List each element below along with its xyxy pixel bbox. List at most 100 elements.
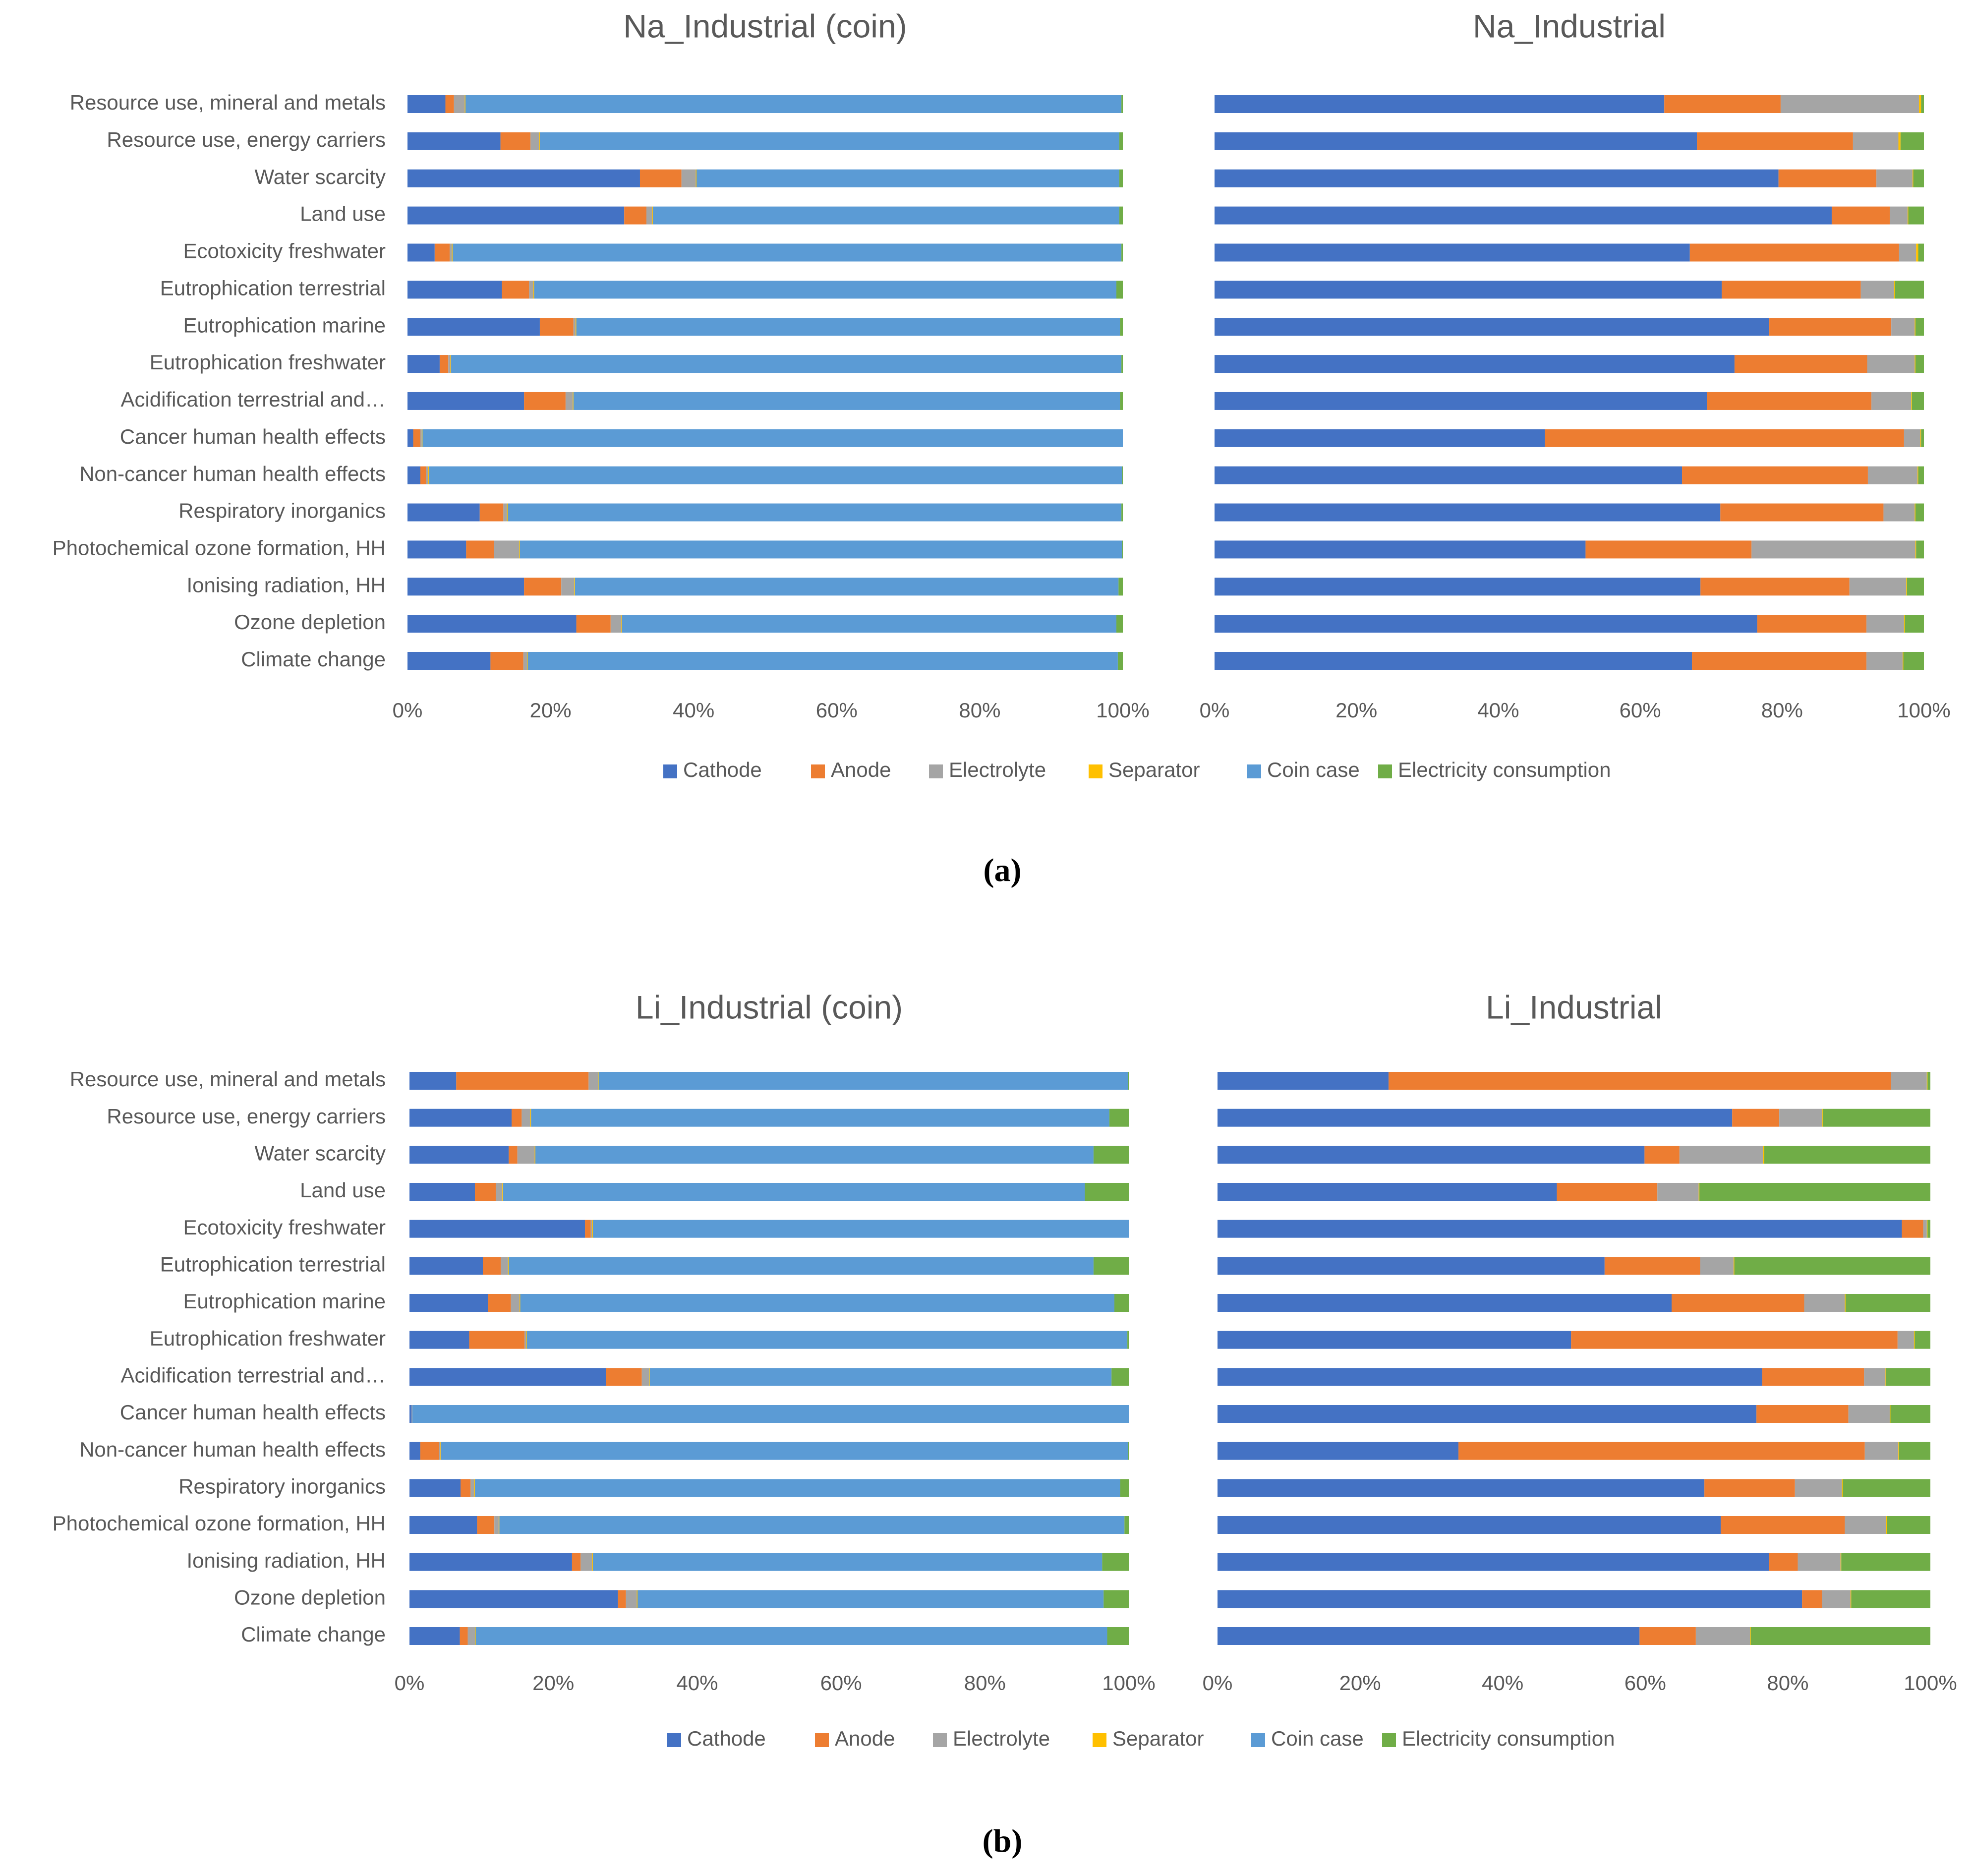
bar-anode-eutrophication-freshwater [469, 1331, 525, 1349]
x-tick-label: 20% [532, 1671, 574, 1695]
bar-cathode-cancer-human-health-effects [1218, 1405, 1757, 1423]
bar-electricity-consumption-resource-use-energy-carriers [1109, 1109, 1129, 1127]
bar-separator-respiratory-inorganics [507, 503, 508, 522]
category-label-acidification-terrestrial-and: Acidification terrestrial and… [120, 388, 386, 411]
category-label-land-use: Land use [300, 1178, 386, 1202]
bar-electrolyte-acidification-terrestrial-and [1871, 392, 1912, 410]
bar-cathode-eutrophication-terrestrial [1215, 281, 1722, 299]
bar-electrolyte-climate-change [1866, 652, 1903, 670]
category-label-photochemical-ozone-formation-hh: Photochemical ozone formation, HH [53, 1512, 386, 1535]
bar-separator-resource-use-energy-carriers [530, 1109, 531, 1127]
bar-electricity-consumption-eutrophication-terrestrial [1734, 1257, 1930, 1275]
bar-anode-photochemical-ozone-formation-hh [1721, 1516, 1845, 1534]
category-label-resource-use-energy-carriers: Resource use, energy carriers [107, 128, 386, 151]
bar-anode-eutrophication-marine [1769, 318, 1892, 336]
bar-anode-ozone-depletion [1802, 1590, 1822, 1608]
bar-electrolyte-respiratory-inorganics [503, 503, 507, 522]
bar-separator-acidification-terrestrial-and [1885, 1368, 1886, 1386]
category-label-eutrophication-terrestrial: Eutrophication terrestrial [160, 1252, 386, 1276]
bar-electrolyte-eutrophication-freshwater [1867, 355, 1915, 373]
bar-anode-land-use [624, 206, 646, 225]
bar-anode-eutrophication-marine [1672, 1294, 1804, 1312]
bar-electricity-consumption-respiratory-inorganics [1120, 1479, 1129, 1497]
legend-swatch-electrolyte [933, 1733, 947, 1747]
bar-coin-case-eutrophication-terrestrial [534, 281, 1117, 299]
legend-swatch-electricity-consumption [1382, 1733, 1396, 1747]
bar-cathode-eutrophication-terrestrial [1218, 1257, 1605, 1275]
bar-separator-respiratory-inorganics [474, 1479, 475, 1497]
x-tick-label: 0% [393, 699, 423, 722]
bar-cathode-eutrophication-freshwater [1218, 1331, 1571, 1349]
bar-electricity-consumption-respiratory-inorganics [1121, 503, 1123, 522]
bar-electricity-consumption-photochemical-ozone-formation-hh [1887, 1516, 1930, 1534]
category-label-resource-use-energy-carriers: Resource use, energy carriers [107, 1105, 386, 1128]
bar-electrolyte-water-scarcity [1679, 1146, 1763, 1164]
bar-electricity-consumption-land-use [1908, 206, 1924, 225]
bar-electrolyte-land-use [1890, 206, 1908, 225]
bar-cathode-cancer-human-health-effects [409, 1405, 412, 1423]
bar-electrolyte-non-cancer-human-health-effects [426, 466, 428, 484]
bar-anode-resource-use-energy-carriers [1697, 132, 1853, 150]
bar-coin-case-ecotoxicity-freshwater [593, 1220, 1129, 1238]
chart-title-3: Li_Industrial (coin) [636, 989, 903, 1025]
bar-coin-case-ozone-depletion [637, 1590, 1104, 1608]
bar-electricity-consumption-water-scarcity [1913, 169, 1924, 187]
bar-cathode-ecotoxicity-freshwater [1215, 243, 1690, 262]
bar-coin-case-land-use [652, 206, 1119, 225]
bar-electricity-consumption-non-cancer-human-health-effects [1899, 1442, 1930, 1460]
bar-cathode-non-cancer-human-health-effects [1215, 466, 1683, 484]
bar-anode-acidification-terrestrial-and [524, 392, 566, 410]
bar-electrolyte-climate-change [523, 652, 527, 670]
bar-separator-eutrophication-terrestrial [508, 1257, 509, 1275]
bar-anode-land-use [1831, 206, 1890, 225]
category-label-non-cancer-human-health-effects: Non-cancer human health effects [79, 1438, 386, 1461]
x-tick-label: 100% [1102, 1671, 1155, 1695]
bar-cathode-ozone-depletion [409, 1590, 618, 1608]
bar-electrolyte-ozone-depletion [1822, 1590, 1851, 1608]
bar-anode-water-scarcity [509, 1146, 518, 1164]
legend-label-separator: Separator [1112, 1727, 1204, 1750]
legend-label-anode: Anode [835, 1727, 895, 1750]
bar-cathode-climate-change [409, 1627, 460, 1645]
bar-separator-ecotoxicity-freshwater [592, 1220, 593, 1238]
legend-label-coin-case: Coin case [1267, 758, 1360, 781]
bar-coin-case-eutrophication-marine [520, 1294, 1114, 1312]
bar-electrolyte-climate-change [467, 1627, 475, 1645]
bar-electricity-consumption-acidification-terrestrial-and [1111, 1368, 1129, 1386]
x-tick-label: 80% [1761, 699, 1803, 722]
bar-electrolyte-resource-use-energy-carriers [522, 1109, 530, 1127]
legend-label-cathode: Cathode [683, 758, 762, 781]
category-label-ionising-radiation-hh: Ionising radiation, HH [186, 1549, 386, 1572]
category-label-water-scarcity: Water scarcity [255, 165, 386, 188]
category-label-eutrophication-freshwater: Eutrophication freshwater [150, 1327, 386, 1350]
bar-cathode-water-scarcity [1218, 1146, 1645, 1164]
bar-electrolyte-eutrophication-terrestrial [1860, 281, 1894, 299]
bar-cathode-respiratory-inorganics [1215, 503, 1721, 522]
bar-electricity-consumption-photochemical-ozone-formation-hh [1124, 1516, 1129, 1534]
bar-electrolyte-ionising-radiation-hh [561, 578, 575, 596]
bar-cathode-non-cancer-human-health-effects [1218, 1442, 1459, 1460]
bar-separator-non-cancer-human-health-effects [1917, 466, 1918, 484]
bar-electricity-consumption-acidification-terrestrial-and [1886, 1368, 1930, 1386]
bar-electricity-consumption-eutrophication-marine [1114, 1294, 1129, 1312]
bar-coin-case-water-scarcity [535, 1146, 1094, 1164]
bar-anode-ecotoxicity-freshwater [1902, 1220, 1923, 1238]
bar-separator-resource-use-mineral-and-metals [464, 95, 465, 113]
category-label-ecotoxicity-freshwater: Ecotoxicity freshwater [183, 239, 386, 263]
bar-electrolyte-respiratory-inorganics [1795, 1479, 1842, 1497]
bar-anode-water-scarcity [1644, 1146, 1680, 1164]
bar-anode-eutrophication-freshwater [1734, 355, 1867, 373]
legend-swatch-electrolyte [929, 764, 943, 778]
bar-separator-photochemical-ozone-formation-hh [1915, 540, 1916, 559]
bar-electricity-consumption-water-scarcity [1093, 1146, 1129, 1164]
x-tick-label: 20% [1339, 1671, 1381, 1695]
bar-electricity-consumption-eutrophication-marine [1845, 1294, 1930, 1312]
bar-coin-case-climate-change [475, 1627, 1107, 1645]
bar-separator-cancer-human-health-effects [1920, 429, 1921, 447]
bar-electricity-consumption-ionising-radiation-hh [1118, 578, 1123, 596]
bar-anode-non-cancer-human-health-effects [420, 1442, 439, 1460]
bar-electricity-consumption-eutrophication-marine [1120, 318, 1123, 336]
bar-cathode-non-cancer-human-health-effects [407, 466, 420, 484]
legend-swatch-electricity-consumption [1378, 764, 1392, 778]
bar-electricity-consumption-resource-use-mineral-and-metals [1128, 1072, 1129, 1090]
